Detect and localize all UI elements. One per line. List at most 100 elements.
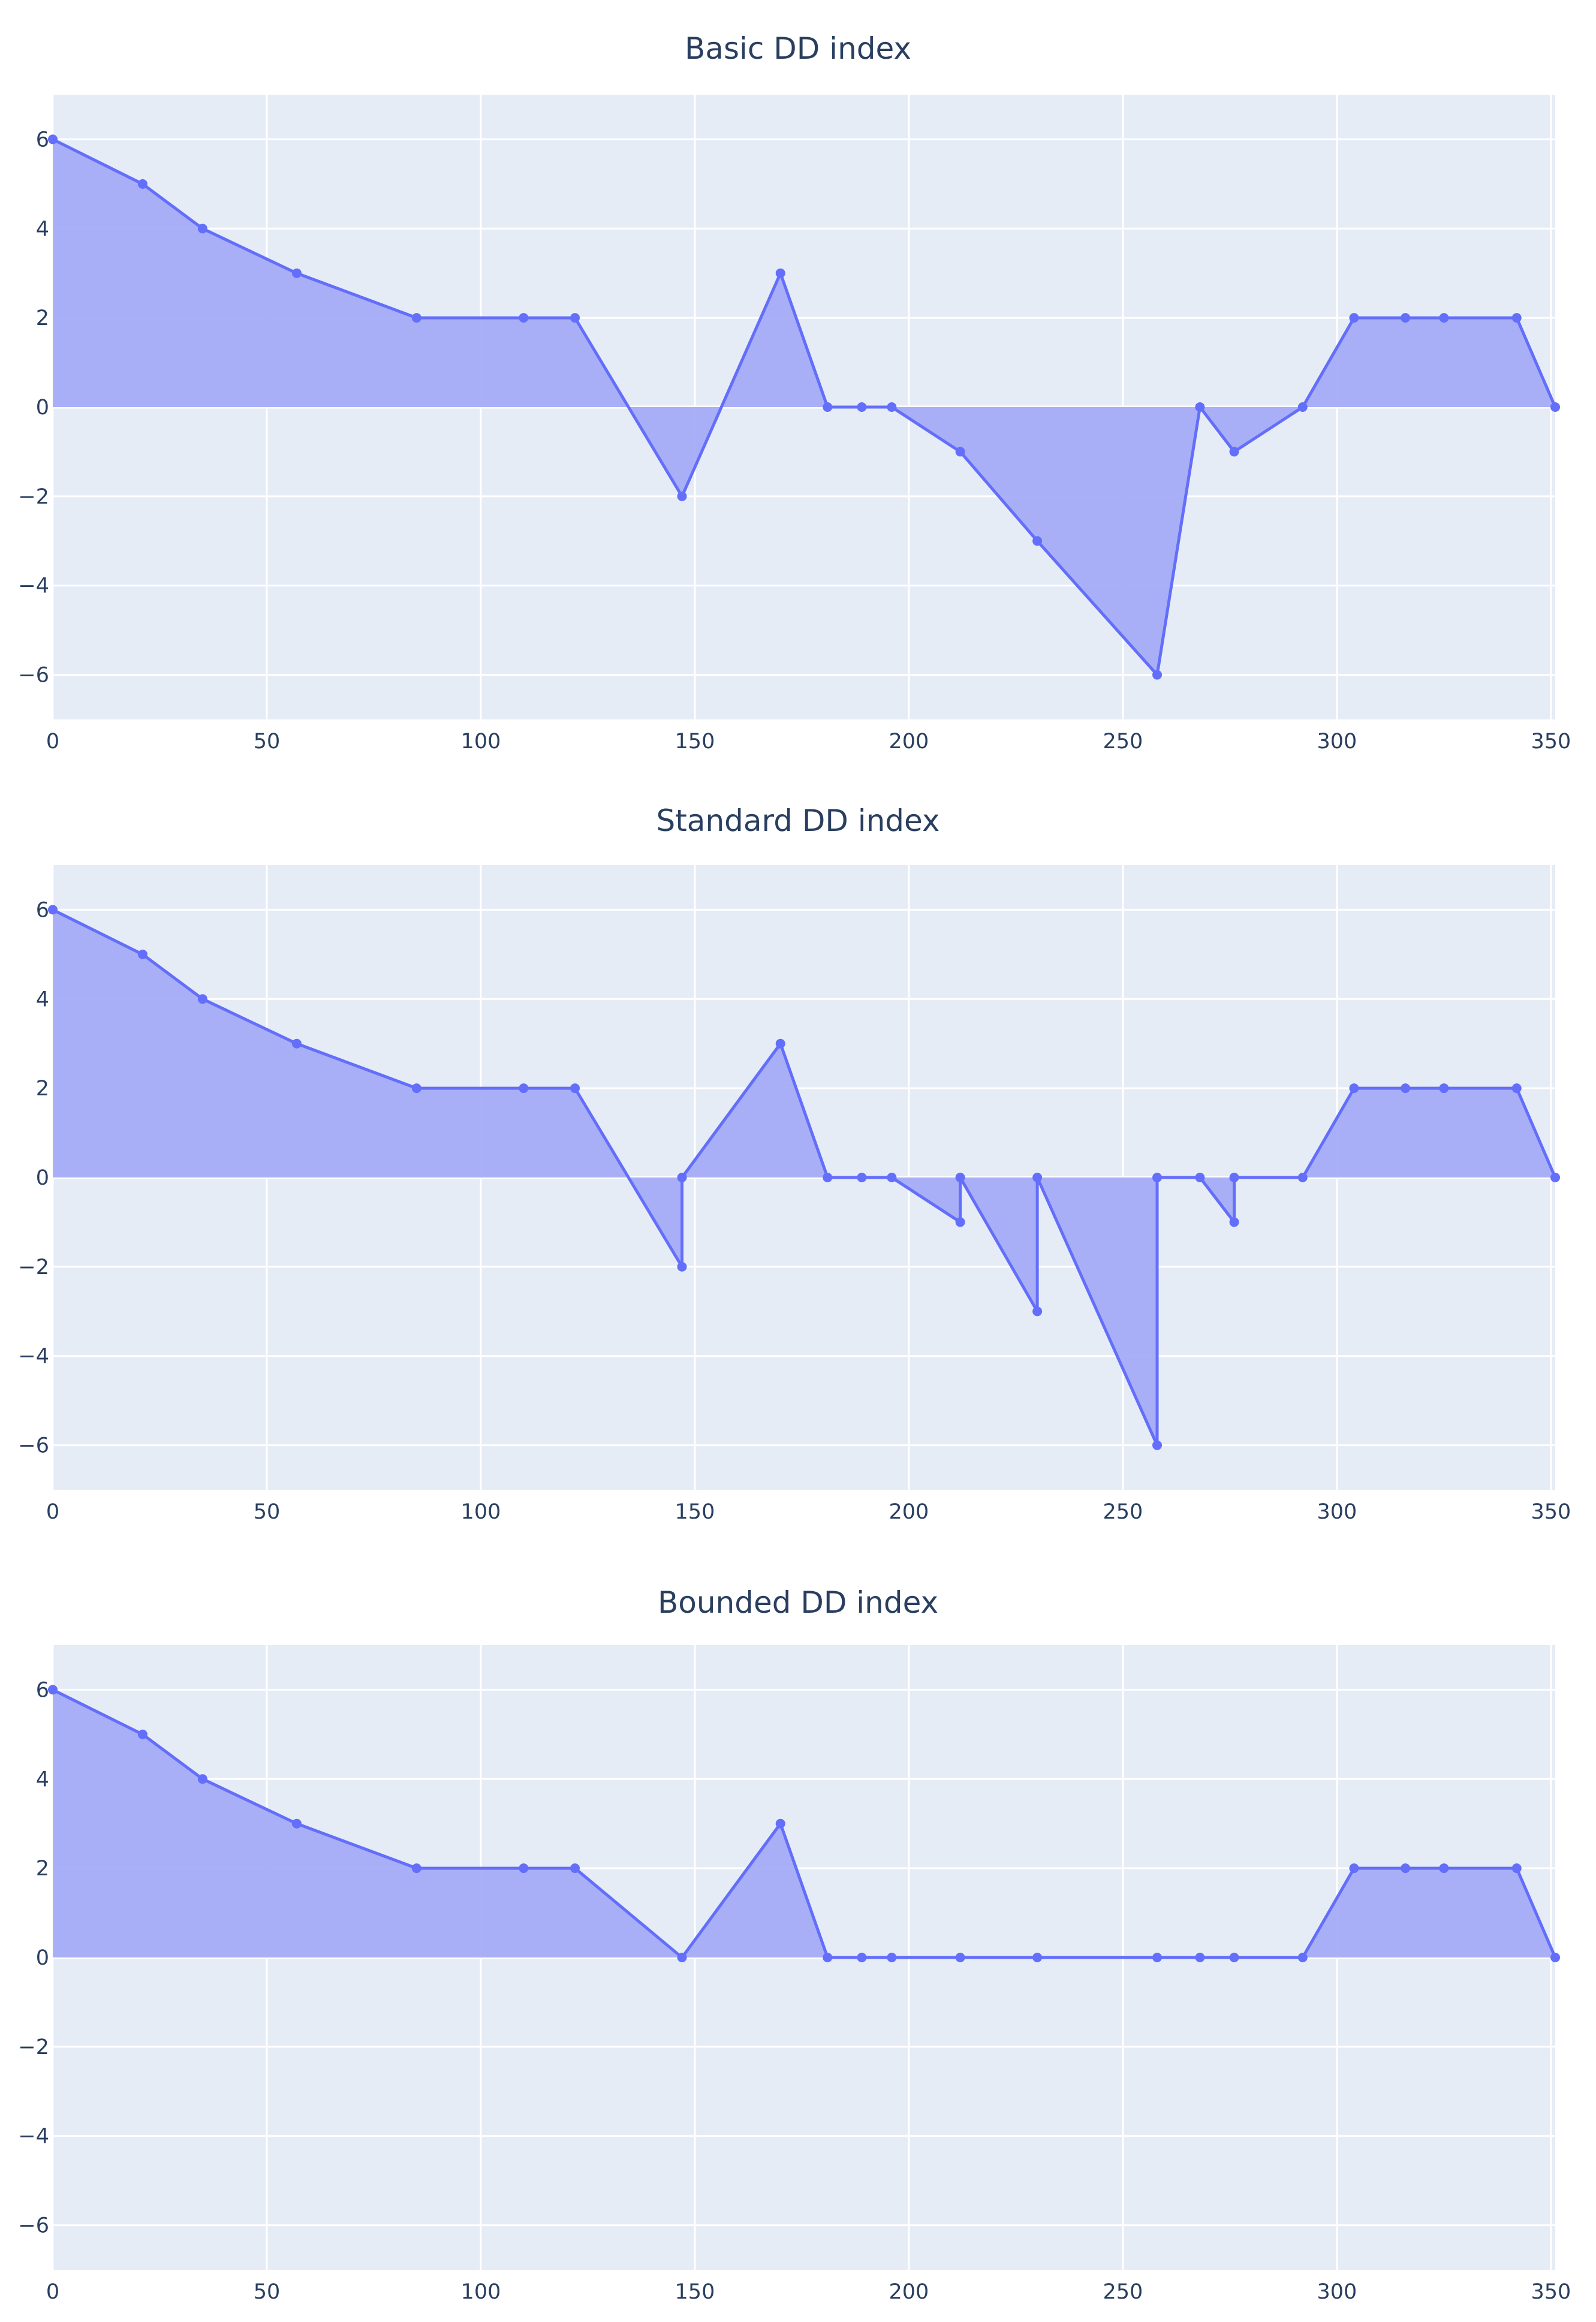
y-tick-label: −6 — [18, 664, 49, 688]
series-area-fill — [53, 909, 1555, 1445]
data-point — [137, 179, 147, 189]
data-point — [1229, 447, 1239, 457]
data-point — [857, 402, 867, 412]
data-point — [1152, 1953, 1163, 1962]
y-tick-label: −6 — [18, 1434, 49, 1458]
y-tick-label: 2 — [36, 306, 49, 330]
data-point — [137, 949, 147, 959]
y-tick-label: 6 — [36, 898, 49, 922]
data-point — [48, 134, 58, 144]
data-point — [291, 268, 302, 278]
data-point — [955, 1217, 965, 1227]
data-point — [137, 1729, 147, 1739]
x-tick-label: 250 — [1103, 1500, 1143, 1524]
x-tick-label: 50 — [254, 2280, 281, 2304]
data-point — [1401, 313, 1411, 323]
data-point — [48, 905, 58, 915]
data-point — [411, 1863, 421, 1874]
data-point — [823, 402, 833, 412]
y-tick-label: 0 — [36, 1166, 49, 1190]
data-point — [411, 313, 421, 323]
series-area-fill — [53, 1689, 1555, 1957]
data-point — [887, 402, 897, 412]
data-point — [1349, 1863, 1359, 1874]
y-tick-label: −2 — [18, 2035, 49, 2059]
data-point — [955, 447, 965, 457]
data-point — [1439, 1083, 1449, 1094]
series-area-fill — [53, 139, 1555, 675]
data-point — [1297, 1173, 1308, 1182]
y-tick-label: −2 — [18, 1255, 49, 1279]
data-point — [1152, 670, 1163, 680]
data-point — [1229, 1953, 1239, 1962]
x-tick-label: 50 — [254, 730, 281, 754]
data-point — [519, 313, 529, 323]
data-point — [1349, 313, 1359, 323]
data-point — [955, 1173, 965, 1182]
data-point — [955, 1953, 965, 1962]
chart-panel-2: Standard DD index 6 4 2 0 −2 −4 −6 0 50 100 150 200 2… — [18, 803, 1571, 1524]
x-tick-label: 150 — [675, 730, 715, 754]
x-tick-label: 250 — [1103, 2280, 1143, 2304]
data-point — [570, 313, 580, 323]
data-point — [1032, 536, 1043, 546]
data-point — [291, 1818, 302, 1829]
data-point — [291, 1038, 302, 1049]
data-point — [570, 1863, 580, 1874]
data-point — [1032, 1173, 1043, 1182]
data-point — [1511, 313, 1522, 323]
data-point — [1152, 1173, 1163, 1182]
data-point — [775, 1818, 785, 1829]
x-tick-label: 0 — [46, 2280, 59, 2304]
x-tick-label: 200 — [889, 1500, 929, 1524]
y-tick-label: 0 — [36, 396, 49, 420]
y-tick-label: −2 — [18, 485, 49, 509]
data-point — [1511, 1083, 1522, 1094]
x-tick-label: 100 — [461, 730, 501, 754]
x-tick-label: 300 — [1317, 1500, 1357, 1524]
y-tick-label: 6 — [36, 128, 49, 152]
data-point — [1349, 1083, 1359, 1094]
data-point — [197, 1774, 207, 1784]
data-point — [519, 1083, 529, 1094]
data-point — [1550, 1953, 1560, 1962]
data-point — [1032, 1953, 1043, 1962]
x-tick-label: 150 — [675, 1500, 715, 1524]
data-point — [1550, 402, 1560, 412]
chart-title: Standard DD index — [656, 803, 939, 838]
y-tick-label: 4 — [36, 217, 49, 241]
data-point — [1229, 1173, 1239, 1182]
data-point — [411, 1083, 421, 1094]
series-line — [52, 908, 1557, 1447]
data-point — [197, 994, 207, 1004]
y-tick-label: −4 — [18, 574, 49, 598]
data-point — [775, 1038, 785, 1049]
y-tick-label: 4 — [36, 987, 49, 1011]
data-point — [677, 1173, 687, 1182]
data-point — [570, 1083, 580, 1094]
data-point — [1297, 402, 1308, 412]
x-tick-label: 100 — [461, 2280, 501, 2304]
x-tick-label: 150 — [675, 2280, 715, 2304]
x-tick-label: 0 — [46, 1500, 59, 1524]
x-tick-label: 0 — [46, 730, 59, 754]
x-tick-label: 350 — [1531, 1500, 1571, 1524]
data-point — [677, 1953, 687, 1962]
x-tick-label: 100 — [461, 1500, 501, 1524]
x-tick-label: 200 — [889, 2280, 929, 2304]
y-tick-label: 2 — [36, 1077, 49, 1101]
data-point — [1297, 1953, 1308, 1962]
x-tick-label: 50 — [254, 1500, 281, 1524]
data-point — [1195, 1173, 1205, 1182]
data-point — [48, 1685, 58, 1695]
x-tick-label: 200 — [889, 730, 929, 754]
data-point — [1152, 1440, 1163, 1450]
chart-title: Basic DD index — [685, 31, 911, 66]
y-tick-label: −4 — [18, 1345, 49, 1369]
data-point — [1195, 1953, 1205, 1962]
data-point — [887, 1173, 897, 1182]
y-tick-label: −6 — [18, 2214, 49, 2238]
data-point — [519, 1863, 529, 1874]
data-point — [1032, 1306, 1043, 1317]
